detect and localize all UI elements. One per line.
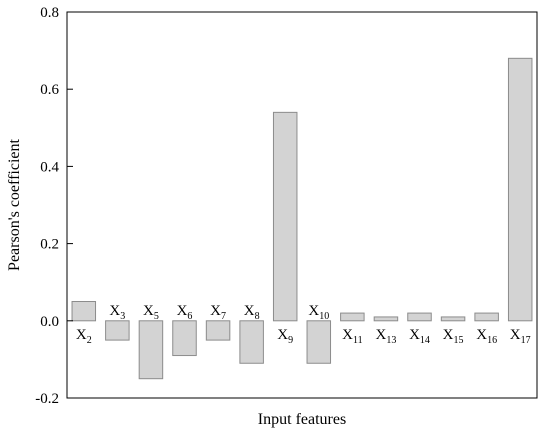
y-tick-label: -0.2: [35, 391, 59, 407]
x-tick-label: X14: [409, 327, 430, 346]
x-tick-label-subscript: 14: [420, 335, 430, 346]
bar-x16: [474, 312, 499, 322]
x-tick-label-subscript: 6: [187, 311, 192, 322]
bar-x10: [306, 320, 332, 364]
x-tick-label-subscript: 8: [255, 311, 260, 322]
bar-x17: [507, 57, 533, 322]
y-ticks-group: -0.2 0.0 0.2 0.4 0.6 0.8: [35, 5, 73, 407]
bar-x3: [105, 320, 130, 341]
y-axis-title: Pearson's coefficient: [6, 139, 23, 271]
x-tick-label-subscript: 9: [288, 335, 293, 346]
x-tick-label-base: X: [277, 327, 288, 343]
x-tick-label-subscript: 11: [353, 335, 363, 346]
x-tick-label-subscript: 2: [87, 335, 92, 346]
x-axis-title: Input features: [258, 411, 346, 428]
x-tick-label-subscript: 16: [487, 335, 497, 346]
x-tick-label: X3: [109, 303, 125, 322]
x-tick-label-base: X: [510, 327, 521, 343]
x-tick-label-base: X: [244, 303, 255, 319]
x-tick-label: X6: [177, 303, 193, 322]
x-tick-label-base: X: [76, 327, 87, 343]
bar-x14: [407, 312, 432, 322]
y-tick-label: 0.0: [40, 314, 59, 330]
bar-x7: [205, 320, 231, 341]
x-tick-label-base: X: [308, 303, 319, 319]
bars-group: [71, 57, 533, 380]
bar-x11: [340, 312, 365, 322]
x-tick-label-subscript: 10: [319, 311, 329, 322]
x-tick-label: X7: [210, 303, 226, 322]
bar-x15: [440, 316, 466, 322]
x-tick-label-subscript: 13: [386, 335, 396, 346]
bar-x8: [239, 320, 264, 364]
x-tick-label-subscript: 3: [120, 311, 125, 322]
y-tick-label: 0.2: [40, 237, 59, 253]
x-tick-label-base: X: [210, 303, 221, 319]
plot-frame: [66, 11, 538, 399]
x-tick-label-base: X: [409, 327, 420, 343]
x-tick-label: X15: [443, 327, 464, 346]
bar-x5: [138, 320, 164, 380]
x-tick-label-base: X: [143, 303, 154, 319]
x-tick-label: X10: [308, 303, 329, 322]
bar-x6: [172, 320, 197, 357]
bar-x13: [373, 316, 399, 322]
x-tick-label-subscript: 15: [453, 335, 463, 346]
y-tick-label: 0.4: [40, 159, 59, 175]
x-tick-label-subscript: 7: [221, 311, 226, 322]
x-tick-label: X16: [476, 327, 497, 346]
x-tick-label: X2: [76, 327, 92, 346]
x-tick-label: X13: [376, 327, 397, 346]
x-tick-label-base: X: [476, 327, 487, 343]
x-tick-label-base: X: [109, 303, 120, 319]
x-tick-label: X8: [244, 303, 260, 322]
x-tick-label-base: X: [443, 327, 454, 343]
x-tick-label-subscript: 17: [521, 335, 531, 346]
x-tick-label-base: X: [342, 327, 353, 343]
x-tick-label-base: X: [376, 327, 387, 343]
x-tick-label: X17: [510, 327, 531, 346]
bar-x9: [272, 111, 298, 322]
x-tick-label-base: X: [177, 303, 188, 319]
x-tick-label: X5: [143, 303, 159, 322]
x-tick-label: X11: [342, 327, 362, 346]
bar-x2: [71, 301, 97, 322]
y-tick-label: 0.6: [40, 82, 59, 98]
x-tick-label-subscript: 5: [154, 311, 159, 322]
x-tick-label: X9: [277, 327, 293, 346]
y-tick-label: 0.8: [40, 5, 59, 21]
